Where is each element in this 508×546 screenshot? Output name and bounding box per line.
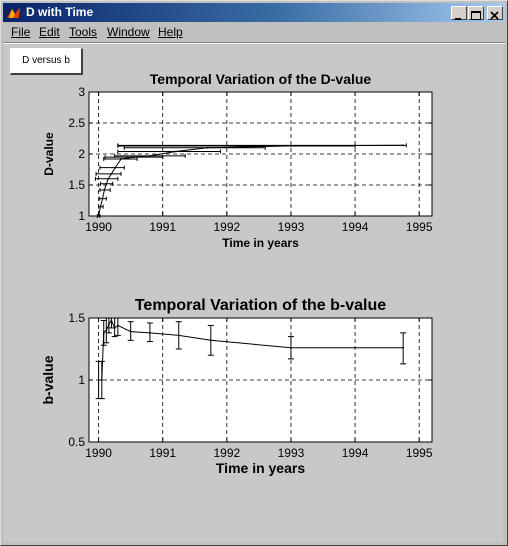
chart1-x-tick-label-2: 1992 xyxy=(213,220,240,234)
close-button[interactable] xyxy=(487,6,503,20)
close-icon xyxy=(490,11,499,20)
chart1-data-point-1 xyxy=(99,205,102,208)
maximize-button[interactable] xyxy=(468,6,484,20)
menu-window[interactable]: Window xyxy=(107,25,150,39)
chart1-x-tick-label-5: 1995 xyxy=(406,220,433,234)
menu-file[interactable]: File xyxy=(11,25,31,39)
chart1-x-tick-label-4: 1994 xyxy=(342,220,369,234)
chart1-y-tick-label-0: 1 xyxy=(78,209,85,223)
minimize-button[interactable] xyxy=(451,6,467,20)
menu-separator xyxy=(3,42,505,44)
chart2-data-point-6 xyxy=(113,327,116,329)
chart1-x-tick-label-1: 1991 xyxy=(149,220,176,234)
chart1-y-tick-label-4: 3 xyxy=(78,85,85,99)
chart1-data-point-12 xyxy=(206,146,209,149)
chart1-y-axis-label: D-value xyxy=(42,132,56,176)
chart1-data-point-6 xyxy=(110,172,113,175)
chart1-data-point-13 xyxy=(290,145,292,147)
chart2-x-tick-label-3: 1993 xyxy=(278,446,305,460)
menu-bar: File Edit Tools Window Help xyxy=(3,23,505,42)
chart2-y-tick-label-2: 1.5 xyxy=(68,311,85,325)
chart2-y-tick-label-0: 0.5 xyxy=(68,435,85,449)
chart1-data-point-9 xyxy=(132,156,135,158)
chart2-y-axis-label: b-value xyxy=(40,355,56,404)
chart1-data-point-2 xyxy=(101,197,104,200)
chart2-y-tick-label-1: 1 xyxy=(78,373,85,387)
menu-help[interactable]: Help xyxy=(158,25,183,39)
chart2-data-point-10 xyxy=(177,334,180,337)
chart1-data-point-7 xyxy=(114,166,117,169)
chart2-data-point-1 xyxy=(100,379,103,381)
chart2-data-point-0 xyxy=(97,379,100,381)
minimize-icon xyxy=(455,18,461,20)
chart2-data-point-5 xyxy=(110,319,113,322)
chart1-data-point-5 xyxy=(107,177,110,180)
chart1-data-point-8 xyxy=(120,158,122,160)
chart2-title: Temporal Variation of the b-value xyxy=(135,297,386,314)
chart2-data-point-3 xyxy=(105,329,108,332)
chart2-data-point-12 xyxy=(290,346,292,349)
chart1-y-tick-label-3: 2.5 xyxy=(68,116,85,130)
chart2-x-tick-label-1: 1991 xyxy=(149,446,176,460)
chart1-data-point-11 xyxy=(174,150,177,153)
chart1-data-point-4 xyxy=(105,182,108,185)
chart2-data-point-7 xyxy=(116,324,119,327)
chart2-data-point-2 xyxy=(102,331,105,334)
plots-svg: 1990 1991 1992 1993 1994 1995 1 1.5 2 2.5 3 Tempora… xyxy=(40,71,433,476)
chart1-data-point-3 xyxy=(103,189,106,191)
chart2-x-tick-label-0: 1990 xyxy=(85,446,112,460)
chart1-y-tick-label-2: 2 xyxy=(78,147,85,161)
chart2-x-tick-label-5: 1995 xyxy=(406,446,433,460)
chart1-data-point-10 xyxy=(149,154,151,157)
chart2-data-point-4 xyxy=(107,323,110,326)
chart1-data-point-0 xyxy=(97,215,100,217)
chart2-x-tick-label-2: 1992 xyxy=(213,446,240,460)
chart2-data-point-11 xyxy=(209,339,212,342)
chart2-x-axis-label: Time in years xyxy=(216,460,305,476)
chart1-y-tick-label-1: 1.5 xyxy=(68,178,85,192)
matlab-app-icon xyxy=(6,5,21,20)
chart1-x-tick-label-3: 1993 xyxy=(278,220,305,234)
chart2-x-tick-label-4: 1994 xyxy=(342,446,369,460)
window-title: D with Time xyxy=(26,5,94,19)
title-bar[interactable]: D with Time xyxy=(3,3,505,22)
chart1-data-point-14 xyxy=(402,144,405,147)
maximize-icon xyxy=(471,11,481,20)
chart2-data-point-9 xyxy=(149,331,151,334)
chart2-data-point-13 xyxy=(402,346,405,349)
chart1-x-axis-label: Time in years xyxy=(222,236,299,250)
d-versus-b-button[interactable]: D versus b xyxy=(10,48,83,75)
chart1-x-tick-label-0: 1990 xyxy=(85,220,112,234)
chart2-data-point-8 xyxy=(129,330,132,333)
figure-canvas: D versus b 1990 1991 1992 1993 1994 1995 1 1.5 2… xyxy=(4,45,503,542)
menu-edit[interactable]: Edit xyxy=(39,25,60,39)
menu-tools[interactable]: Tools xyxy=(69,25,98,39)
chart1-title: Temporal Variation of the D-value xyxy=(150,71,372,87)
